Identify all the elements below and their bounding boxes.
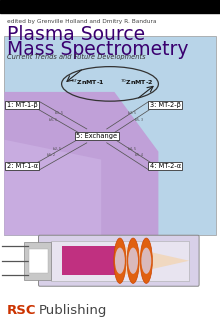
- Text: $k_{3,5}$: $k_{3,5}$: [127, 110, 137, 117]
- Text: 4: MT-2-α: 4: MT-2-α: [150, 163, 181, 169]
- Text: $^{70}$ZnMT-2: $^{70}$ZnMT-2: [119, 78, 153, 87]
- Polygon shape: [4, 140, 101, 235]
- Text: $k_{1,5}$: $k_{1,5}$: [55, 110, 64, 117]
- Text: $k_{2,5}$: $k_{2,5}$: [52, 145, 62, 153]
- Text: $k_{5,3}$: $k_{5,3}$: [134, 116, 143, 124]
- Text: 5: Exchange: 5: Exchange: [76, 133, 117, 139]
- Bar: [62, 246, 121, 275]
- Ellipse shape: [115, 248, 125, 274]
- Ellipse shape: [140, 238, 152, 283]
- Ellipse shape: [141, 248, 151, 274]
- Bar: [4, 36, 216, 235]
- Text: edited by Grenville Holland and Dmitry R. Bandura: edited by Grenville Holland and Dmitry R…: [7, 19, 156, 24]
- Text: Current Trends and Future Developments: Current Trends and Future Developments: [7, 54, 145, 60]
- Polygon shape: [4, 92, 158, 235]
- Ellipse shape: [127, 238, 139, 283]
- Text: $k_{5,1}$: $k_{5,1}$: [48, 116, 58, 124]
- Text: Publishing: Publishing: [38, 304, 107, 317]
- Text: 2: MT-1-α: 2: MT-1-α: [7, 163, 38, 169]
- FancyBboxPatch shape: [38, 235, 199, 286]
- Text: $k_{4,5}$: $k_{4,5}$: [127, 145, 137, 153]
- Text: $^{67}$ZnMT-1: $^{67}$ZnMT-1: [71, 78, 105, 87]
- Text: 3: MT-2-β: 3: MT-2-β: [150, 102, 180, 108]
- Text: $k_{5,2}$: $k_{5,2}$: [46, 152, 55, 160]
- Ellipse shape: [128, 248, 138, 274]
- Bar: [0, 0, 220, 13]
- Text: Plasma Source: Plasma Source: [7, 25, 145, 44]
- Bar: [24, 241, 51, 280]
- Bar: [29, 249, 48, 273]
- Text: $k_{5,4}$: $k_{5,4}$: [134, 152, 143, 160]
- Text: 1: MT-1-β: 1: MT-1-β: [7, 102, 37, 108]
- Bar: [51, 241, 189, 281]
- Ellipse shape: [114, 238, 126, 283]
- Polygon shape: [121, 245, 189, 276]
- Text: Mass Spectrometry: Mass Spectrometry: [7, 40, 188, 59]
- Text: RSC: RSC: [7, 304, 36, 317]
